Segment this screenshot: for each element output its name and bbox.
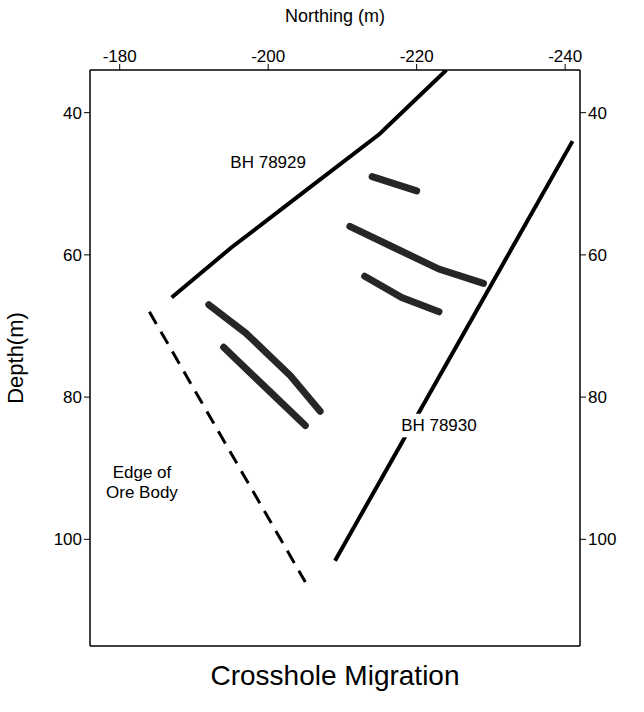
svg-text:BH 78929: BH 78929 xyxy=(230,153,306,172)
svg-text:-220: -220 xyxy=(400,47,434,66)
svg-text:100: 100 xyxy=(54,530,82,549)
svg-text:BH 78930: BH 78930 xyxy=(401,416,477,435)
svg-text:60: 60 xyxy=(63,246,82,265)
svg-text:Depth(m): Depth(m) xyxy=(3,312,28,404)
svg-text:-240: -240 xyxy=(548,47,582,66)
svg-text:80: 80 xyxy=(588,388,607,407)
svg-text:100: 100 xyxy=(588,530,616,549)
svg-text:Edge of: Edge of xyxy=(113,463,172,482)
svg-text:-180: -180 xyxy=(103,47,137,66)
svg-text:80: 80 xyxy=(63,388,82,407)
svg-text:40: 40 xyxy=(63,104,82,123)
html-text:Northing (m): Northing (m) xyxy=(285,6,385,26)
svg-text:40: 40 xyxy=(588,104,607,123)
svg-text:60: 60 xyxy=(588,246,607,265)
svg-text:Ore Body: Ore Body xyxy=(106,483,178,502)
svg-text:-200: -200 xyxy=(251,47,285,66)
html-text:Crosshole Migration: Crosshole Migration xyxy=(210,660,460,691)
